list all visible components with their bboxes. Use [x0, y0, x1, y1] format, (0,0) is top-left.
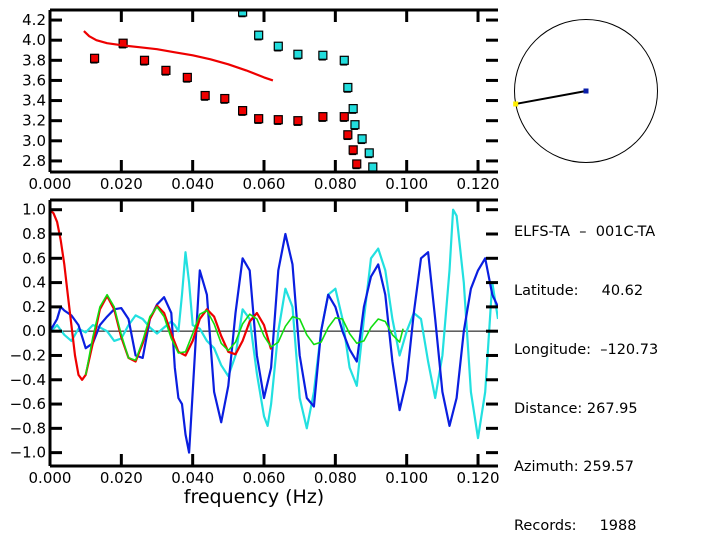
- x-tick-label: 0.000: [29, 469, 72, 487]
- y-tick-label: −0.6: [10, 395, 46, 413]
- x-tick-label: 0.080: [314, 175, 357, 193]
- red-points-point: [220, 93, 230, 104]
- x-tick-label: 0.120: [457, 469, 500, 487]
- records-readout: Records: 1988: [514, 518, 637, 535]
- red-points-point: [89, 53, 100, 63]
- y-tick-label: −0.8: [10, 419, 46, 437]
- red-points-point: [339, 112, 349, 122]
- station-marker: [583, 88, 589, 94]
- x-tick-label: 0.100: [385, 175, 428, 193]
- green-series-line: [84, 293, 404, 376]
- red-points-point: [318, 112, 328, 122]
- cyan-points-point: [318, 50, 328, 60]
- red-points-point: [293, 116, 303, 126]
- cyan-points-point: [273, 41, 283, 51]
- cyan-points-point: [350, 120, 360, 130]
- y-tick-label: 1.0: [22, 201, 46, 219]
- x-tick-label: 0.020: [100, 469, 143, 487]
- y-tick-label: 4.0: [22, 31, 46, 49]
- azimuth-path-line: [515, 90, 587, 105]
- red-series-line: [50, 208, 273, 381]
- red-points-point: [161, 65, 171, 75]
- cyan-points-point: [368, 162, 378, 172]
- event-marker: [513, 101, 519, 107]
- blue-series-line: [50, 232, 498, 454]
- cyan-points-point: [348, 104, 358, 114]
- y-tick-label: 4.2: [22, 11, 46, 29]
- red-points-point: [348, 145, 358, 155]
- red-points-point: [343, 130, 353, 140]
- y-tick-label: 0.2: [22, 298, 46, 316]
- azimuth-readout: Azimuth: 259.57: [514, 459, 634, 476]
- x-tick-label: 0.000: [29, 175, 72, 193]
- lower-correlation-plot: 0.000 0.020 0.040 0.060 0.080 0.100 0.120 1.0 0.…: [10, 198, 500, 508]
- red-points-point: [182, 72, 192, 83]
- x-tick-label: 0.120: [457, 175, 500, 193]
- y-tick-label: 3.0: [22, 132, 46, 150]
- x-tick-label: 0.080: [314, 469, 357, 487]
- red-points-point: [273, 115, 283, 125]
- cyan-series-line: [50, 208, 498, 440]
- red-points-point: [352, 159, 362, 169]
- cyan-points-point: [364, 148, 374, 158]
- x-tick-label: 0.100: [385, 469, 428, 487]
- x-axis-label: frequency (Hz): [184, 486, 324, 508]
- x-tick-label: 0.040: [171, 469, 214, 487]
- cyan-points-point: [293, 49, 303, 59]
- y-tick-label: −1.0: [10, 444, 46, 462]
- red-curve-series-line: [83, 30, 274, 82]
- distance-readout: Distance: 267.95: [514, 400, 638, 417]
- x-tick-label: 0.020: [100, 175, 143, 193]
- cyan-points-point: [339, 55, 349, 65]
- azimuth-circle: [514, 19, 658, 163]
- y-tick-label: −0.4: [10, 371, 46, 389]
- cyan-points-point: [357, 134, 367, 144]
- x-tick-label: 0.040: [171, 175, 214, 193]
- red-points-point: [200, 90, 210, 101]
- y-tick-label: −0.2: [10, 346, 46, 364]
- station-pair-label: ELFS-TA – 001C-TA: [514, 224, 656, 241]
- station-info-panel: ELFS-TA – 001C-TA Latitude: 40.62 Longit…: [514, 184, 658, 556]
- longitude-readout: Longitude: –120.73: [514, 341, 659, 358]
- red-points-point: [254, 114, 264, 124]
- y-tick-label: 0.0: [22, 322, 46, 340]
- latitude-readout: Latitude: 40.62: [514, 282, 644, 299]
- y-tick-label: 2.8: [22, 152, 46, 170]
- plot-area: [50, 208, 498, 454]
- red-points-point: [139, 55, 150, 65]
- azimuth-map: [513, 19, 658, 163]
- y-tick-label: 3.2: [22, 112, 46, 130]
- cyan-points-point: [343, 82, 353, 93]
- y-tick-label: 0.6: [22, 249, 46, 267]
- x-tick-label: 0.060: [243, 469, 286, 487]
- y-tick-label: 3.4: [22, 92, 46, 110]
- upper-velocity-plot: 0.000 0.020 0.040 0.060 0.080 0.100 0.120 4.2 4.…: [22, 8, 500, 193]
- y-tick-label: 0.4: [22, 274, 46, 292]
- y-tick-label: 0.8: [22, 225, 46, 243]
- y-tick-label: 3.8: [22, 51, 46, 69]
- cyan-points-point: [254, 30, 264, 40]
- plot-area: [83, 10, 378, 172]
- y-tick-label: 3.6: [22, 71, 46, 89]
- red-points-point: [238, 106, 248, 116]
- dispersion-correlation-figure: 0.000 0.020 0.040 0.060 0.080 0.100 0.120 4.2 4.…: [10, 8, 658, 508]
- x-tick-label: 0.060: [243, 175, 286, 193]
